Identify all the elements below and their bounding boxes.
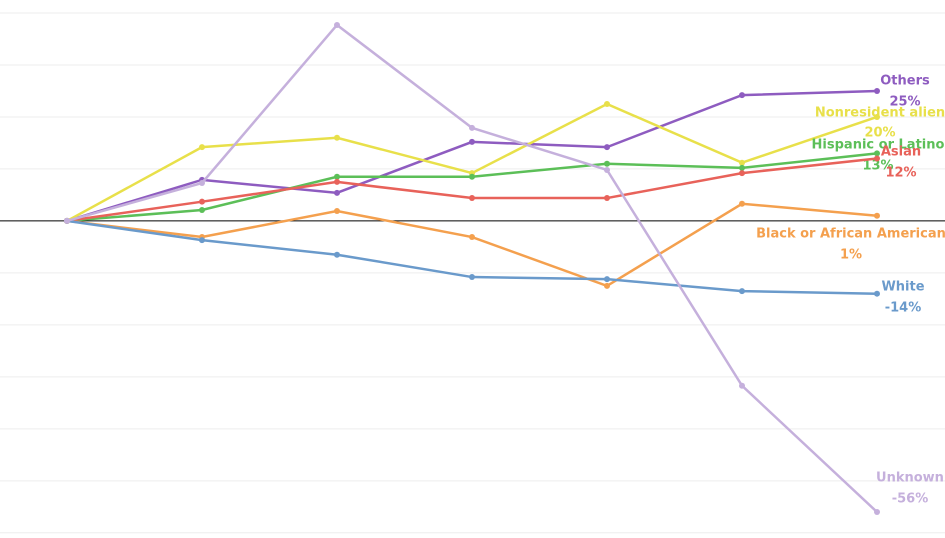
point <box>469 274 475 281</box>
point <box>334 251 340 258</box>
value-label: 1% <box>840 248 862 263</box>
point <box>469 234 475 241</box>
point <box>739 159 745 166</box>
series-label: Nonresident alien <box>815 106 945 121</box>
series-line <box>66 202 878 288</box>
series-label: Asian <box>881 145 921 160</box>
value-label: 13% <box>862 159 893 174</box>
point <box>604 276 610 283</box>
point <box>739 164 745 171</box>
point <box>469 138 475 145</box>
point <box>874 87 880 94</box>
point <box>199 207 205 214</box>
point <box>469 173 475 180</box>
point <box>739 92 745 99</box>
point <box>874 509 880 516</box>
point <box>604 166 610 173</box>
point <box>874 212 880 219</box>
point <box>874 113 880 120</box>
series-line <box>66 89 878 223</box>
point <box>469 195 475 202</box>
point <box>604 282 610 289</box>
point <box>739 288 745 295</box>
point <box>739 200 745 207</box>
point <box>64 217 70 224</box>
series-label: Unknown <box>876 471 944 486</box>
point <box>874 290 880 297</box>
point <box>604 195 610 202</box>
point <box>604 100 610 107</box>
point <box>199 179 205 186</box>
point <box>739 170 745 177</box>
point <box>334 134 340 141</box>
series-label: Hispanic or Latino <box>812 138 945 153</box>
point <box>334 178 340 185</box>
point <box>334 208 340 215</box>
series-label: White <box>881 280 924 295</box>
point <box>469 124 475 131</box>
series-label: Black or African American <box>756 227 945 242</box>
value-label: -56% <box>892 492 929 507</box>
value-label: 20% <box>864 126 895 141</box>
point <box>739 382 745 389</box>
point <box>874 150 880 157</box>
value-label: -14% <box>885 301 922 316</box>
point <box>874 155 880 162</box>
point <box>199 198 205 205</box>
value-label: 12% <box>885 166 916 181</box>
point <box>199 237 205 244</box>
value-label: 25% <box>889 95 920 110</box>
point <box>604 160 610 167</box>
point <box>604 144 610 151</box>
series-label: Others <box>880 74 930 89</box>
point <box>199 144 205 151</box>
point <box>334 189 340 196</box>
point <box>334 173 340 180</box>
series-line <box>66 23 878 513</box>
point <box>334 21 340 28</box>
